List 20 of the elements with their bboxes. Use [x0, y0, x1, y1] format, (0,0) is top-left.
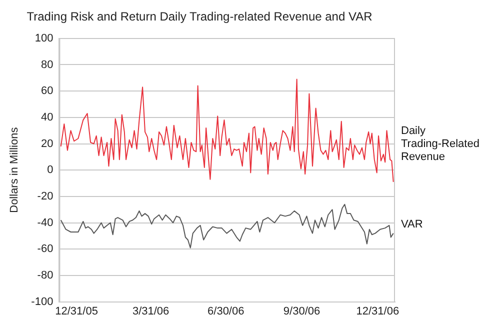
x-tick-label: 3/31/06 [132, 305, 170, 318]
y-tick-label: 40 [40, 111, 54, 124]
y-tick-label: -100 [31, 296, 54, 308]
y-axis-title: Dollars in Millions [8, 126, 21, 213]
y-tick-label: -20 [37, 190, 54, 202]
y-tick-label: -80 [37, 269, 54, 282]
x-tick-label: 9/30/06 [283, 305, 320, 318]
x-tick-label: 12/31/06 [356, 305, 400, 318]
x-tick-label: 6/30/06 [208, 305, 244, 318]
y-tick-label: -60 [37, 243, 54, 256]
y-tick-label: 80 [40, 58, 54, 71]
chart-title: Trading Risk and Return Daily Trading-related Revenue and VAR [26, 10, 373, 24]
x-tick-label: 12/31/05 [55, 305, 98, 318]
y-tick-label: 0 [47, 164, 54, 176]
y-tick-label: 100 [34, 32, 54, 44]
series-label: VAR [401, 218, 423, 231]
y-tick-label: -40 [37, 216, 54, 229]
series-label: Daily Trading-Related Revenue [401, 124, 480, 163]
y-tick-label: 60 [40, 85, 54, 98]
y-tick-label: 20 [40, 138, 54, 150]
